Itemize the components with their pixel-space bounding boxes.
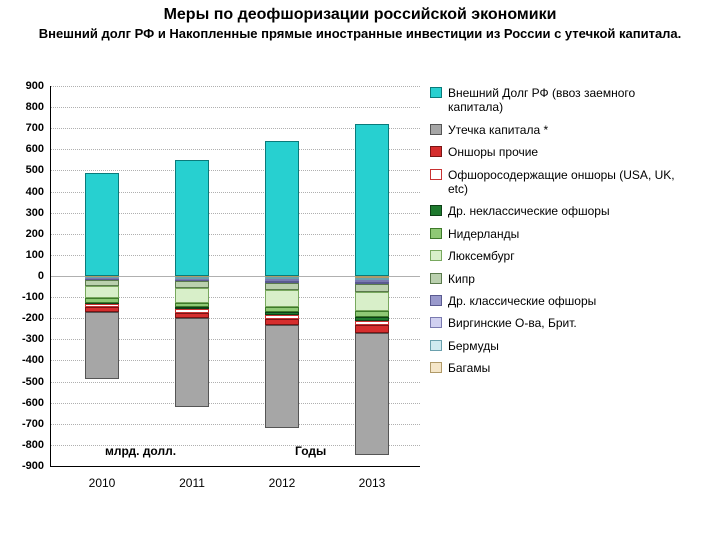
legend-swatch: [430, 273, 442, 284]
legend-swatch: [430, 124, 442, 135]
x-tick-label: 2011: [179, 476, 205, 490]
legend-item: Утечка капитала *: [430, 123, 690, 137]
plot-area: -900-800-700-600-500-400-300-200-1000100…: [50, 86, 420, 466]
legend-swatch: [430, 340, 442, 351]
legend-swatch: [430, 295, 442, 306]
y-tick-label: -700: [22, 418, 44, 430]
legend-item: Оншоры прочие: [430, 145, 690, 159]
bar-segment-lux: [265, 290, 299, 307]
bar-column: [355, 86, 389, 466]
legend-label: Др. неклассические офшоры: [448, 204, 690, 218]
legend-label: Люксембург: [448, 249, 690, 263]
legend-label: Кипр: [448, 272, 690, 286]
y-tick-label: 900: [26, 80, 44, 92]
y-axis-line: [50, 86, 51, 466]
bar-segment-ext_debt: [355, 124, 389, 276]
legend-swatch: [430, 250, 442, 261]
legend-item: Нидерланды: [430, 227, 690, 241]
chart-subtitle: Внешний долг РФ и Накопленные прямые ино…: [0, 26, 720, 43]
legend-item: Люксембург: [430, 249, 690, 263]
legend-label: Нидерланды: [448, 227, 690, 241]
x-axis-title: Годы: [295, 444, 326, 458]
y-tick-label: -800: [22, 439, 44, 451]
legend-label: Утечка капитала *: [448, 123, 690, 137]
legend-swatch: [430, 362, 442, 373]
y-tick-label: 0: [38, 270, 44, 282]
legend-swatch: [430, 228, 442, 239]
x-tick-label: 2013: [359, 476, 386, 490]
legend-label: Бермуды: [448, 339, 690, 353]
bar-segment-onshore: [355, 325, 389, 332]
y-tick-label: -400: [22, 354, 44, 366]
bar-column: [85, 86, 119, 466]
legend-item: Багамы: [430, 361, 690, 375]
bar-segment-ext_debt: [85, 173, 119, 276]
legend-label: Офшоросодержащие оншоры (USA, UK, etc): [448, 168, 690, 197]
y-tick-label: 800: [26, 101, 44, 113]
legend-item: Виргинские О-ва, Брит.: [430, 316, 690, 330]
legend-label: Багамы: [448, 361, 690, 375]
legend-swatch: [430, 169, 442, 180]
legend-label: Виргинские О-ва, Брит.: [448, 316, 690, 330]
x-axis-line: [50, 466, 420, 467]
bar-segment-lux: [175, 288, 209, 303]
y-tick-label: 600: [26, 143, 44, 155]
bar-segment-lux: [85, 286, 119, 299]
y-tick-label: 400: [26, 186, 44, 198]
y-tick-label: 300: [26, 207, 44, 219]
legend-swatch: [430, 87, 442, 98]
legend: Внешний Долг РФ (ввоз заемного капитала)…: [430, 86, 690, 383]
bar-segment-lux: [355, 292, 389, 311]
bar-segment-leak: [85, 312, 119, 380]
bar-segment-leak: [175, 318, 209, 407]
bar-segment-ext_debt: [175, 160, 209, 276]
legend-item: Кипр: [430, 272, 690, 286]
x-tick-label: 2010: [89, 476, 116, 490]
unit-label: млрд. долл.: [105, 444, 176, 458]
y-tick-label: -900: [22, 460, 44, 472]
legend-item: Внешний Долг РФ (ввоз заемного капитала): [430, 86, 690, 115]
y-tick-label: 500: [26, 164, 44, 176]
y-axis: -900-800-700-600-500-400-300-200-1000100…: [10, 86, 46, 466]
legend-swatch: [430, 317, 442, 328]
y-tick-label: 200: [26, 228, 44, 240]
legend-swatch: [430, 146, 442, 157]
y-tick-label: 100: [26, 249, 44, 261]
chart-title: Меры по деофшоризации российской экономи…: [0, 6, 720, 24]
y-tick-label: -600: [22, 397, 44, 409]
legend-item: Офшоросодержащие оншоры (USA, UK, etc): [430, 168, 690, 197]
x-tick-label: 2012: [269, 476, 296, 490]
y-tick-label: -500: [22, 376, 44, 388]
legend-item: Др. классические офшоры: [430, 294, 690, 308]
y-tick-label: -100: [22, 291, 44, 303]
bar-column: [265, 86, 299, 466]
bar-segment-leak: [265, 325, 299, 428]
legend-label: Внешний Долг РФ (ввоз заемного капитала): [448, 86, 690, 115]
legend-label: Оншоры прочие: [448, 145, 690, 159]
bar-segment-leak: [355, 333, 389, 455]
chart-container: -900-800-700-600-500-400-300-200-1000100…: [50, 86, 690, 496]
bar-column: [175, 86, 209, 466]
y-tick-label: -200: [22, 312, 44, 324]
legend-swatch: [430, 205, 442, 216]
y-tick-label: 700: [26, 122, 44, 134]
bar-segment-cy: [265, 283, 299, 290]
legend-item: Бермуды: [430, 339, 690, 353]
bar-segment-cy: [355, 284, 389, 292]
bar-segment-ext_debt: [265, 141, 299, 276]
legend-item: Др. неклассические офшоры: [430, 204, 690, 218]
legend-label: Др. классические офшоры: [448, 294, 690, 308]
y-tick-label: -300: [22, 333, 44, 345]
